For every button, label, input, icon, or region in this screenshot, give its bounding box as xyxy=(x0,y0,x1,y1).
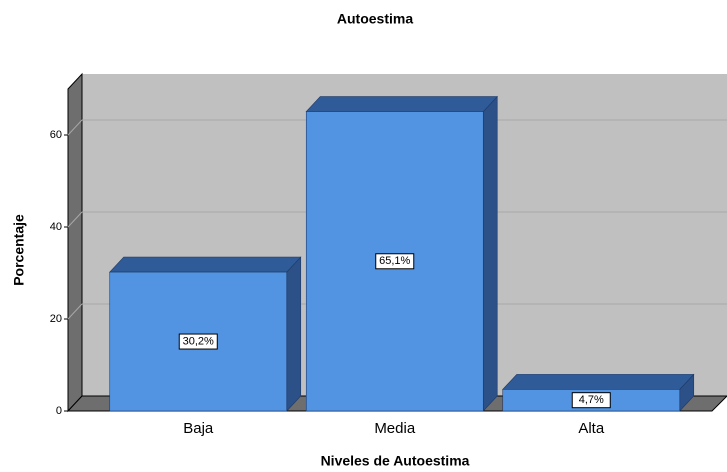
y-tick-label: 20 xyxy=(50,313,62,325)
data-label-box xyxy=(375,253,415,270)
left-wall xyxy=(67,72,83,413)
chart-title: Autoestima xyxy=(337,11,413,27)
data-label-box xyxy=(571,392,611,409)
data-label: 65,1% xyxy=(379,255,410,267)
y-tick-label: 0 xyxy=(56,405,62,417)
y-tick-label: 40 xyxy=(50,221,62,233)
data-label: 4,7% xyxy=(579,394,604,406)
grid-line xyxy=(67,211,83,228)
bar-side xyxy=(482,95,498,412)
bar-top xyxy=(502,374,695,390)
bar-side xyxy=(286,256,302,412)
y-axis-label: Porcentaje xyxy=(11,214,27,286)
bar-top xyxy=(109,256,302,273)
y-tick-label: 60 xyxy=(50,129,62,141)
x-tick-label: Baja xyxy=(183,420,214,437)
bar-top xyxy=(305,96,498,112)
data-label-box xyxy=(178,333,218,350)
grid-line xyxy=(67,303,83,320)
x-tick-label: Alta xyxy=(578,420,605,437)
data-label: 30,2% xyxy=(183,335,214,347)
x-tick-label: Media xyxy=(374,420,416,437)
x-axis-label: Niveles de Autoestima xyxy=(321,453,470,469)
grid-line xyxy=(67,119,83,136)
